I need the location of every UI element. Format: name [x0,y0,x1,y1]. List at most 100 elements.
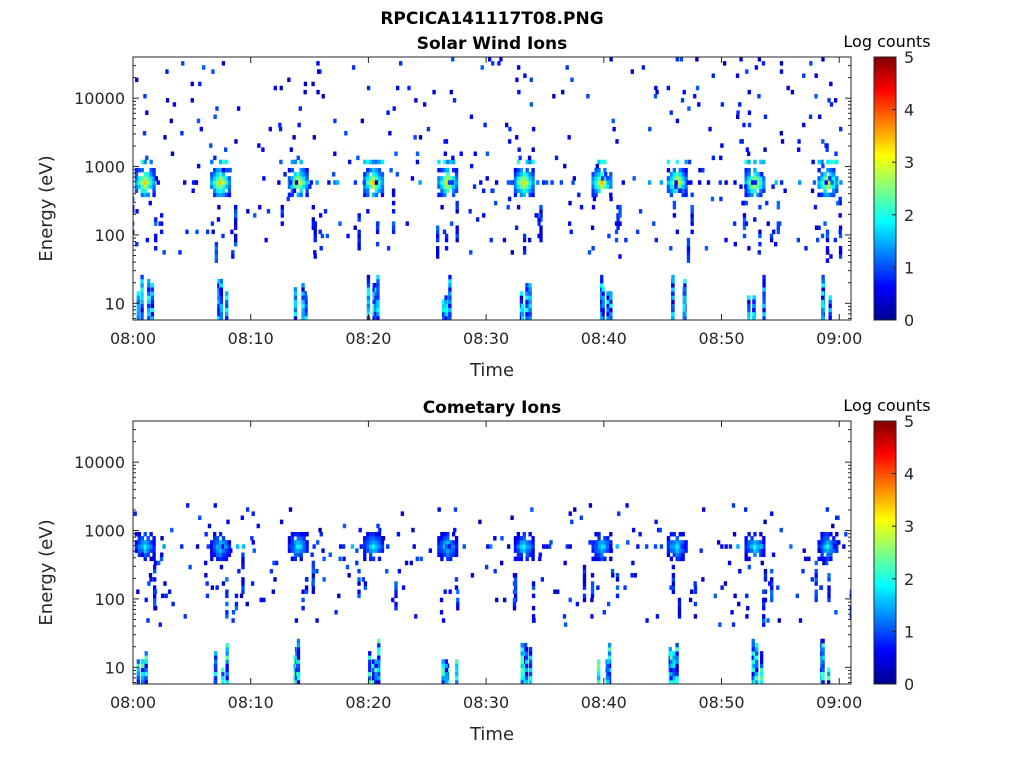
heatmap-cell [170,151,175,157]
heatmap-cell [718,622,722,627]
heatmap-cell [528,540,532,545]
heatmap-cell [217,303,221,309]
heatmap-cell [689,180,693,185]
heatmap-cell [821,667,825,673]
heatmap-cell [531,184,535,189]
heatmap-cell [681,184,685,189]
heatmap-cell [524,663,529,668]
heatmap-cell [567,221,572,226]
heatmap-cell [137,540,142,545]
heatmap-cell [473,151,477,157]
heatmap-cell [146,544,150,549]
heatmap-cell [512,589,517,594]
heatmap-cell [219,311,224,317]
heatmap-cell [849,593,851,599]
heatmap-cell [832,167,836,173]
heatmap-cell [302,172,306,177]
heatmap-cell [820,176,824,181]
heatmap-cell [677,614,682,619]
heatmap-cell [455,671,459,677]
heatmap-cell [440,556,444,562]
heatmap-cell [437,192,441,198]
heatmap-cell [762,589,766,594]
heatmap-cell [609,192,613,198]
heatmap-cell [756,192,760,198]
heatmap-cell [140,311,144,317]
heatmap-cell [296,184,300,189]
heatmap-cell [594,172,598,177]
heatmap-cell [499,57,503,62]
heatmap-cell [525,176,529,181]
heatmap-cell [136,307,140,313]
heatmap-cell [500,560,504,566]
heatmap-cell [299,544,303,549]
heatmap-cell [516,531,521,537]
heatmap-cell [371,675,376,681]
heatmap-cell [770,585,774,590]
heatmap-cell [366,274,371,280]
heatmap-cell [170,527,174,533]
heatmap-cell [539,209,543,214]
heatmap-cell [220,544,225,549]
heatmap-cell [144,597,148,603]
heatmap-cell [539,233,543,239]
heatmap-cell [210,548,214,553]
heatmap-cell [523,73,527,78]
heatmap-cell [755,679,759,684]
heatmap-cell [376,295,380,300]
heatmap-cell [225,315,229,320]
heatmap-cell [522,536,526,541]
heatmap-cell [448,303,452,309]
heatmap-cell [385,568,389,574]
x-tick-label: 08:30 [463,329,509,348]
heatmap-cell [693,614,698,619]
heatmap-cell [391,221,396,226]
heatmap-cell [301,589,305,594]
heatmap-cell [157,560,161,566]
heatmap-cell [301,597,305,603]
heatmap-cell [459,151,463,157]
heatmap-cell [213,503,217,508]
heatmap-cell [462,544,466,549]
heatmap-cell [191,180,196,185]
heatmap-cell [510,515,514,521]
heatmap-cell [443,151,448,157]
heatmap-cell [147,307,151,313]
heatmap-cell [480,65,484,70]
heatmap-cell [756,548,760,553]
heatmap-cell [369,540,373,545]
heatmap-cell [495,597,499,603]
heatmap-cell [221,184,226,189]
heatmap-cell [824,560,829,566]
heatmap-cell [483,122,487,128]
heatmap-cell [301,287,305,292]
heatmap-cell [368,679,372,684]
heatmap-cell [690,589,694,594]
heatmap-cell [391,209,396,214]
heatmap-cell [759,180,763,185]
heatmap-cell [522,237,527,243]
heatmap-cell [377,159,382,165]
heatmap-cell [687,106,691,111]
heatmap-cell [437,176,441,181]
heatmap-cell [470,573,475,578]
heatmap-cell [753,167,757,173]
heatmap-cell [759,659,764,664]
heatmap-cell [217,204,221,210]
heatmap-cell [225,307,229,313]
heatmap-cell [437,180,441,185]
heatmap-cell [311,585,315,590]
heatmap-cell [303,89,307,95]
heatmap-cell [147,299,151,304]
heatmap-cell [525,287,529,292]
heatmap-cell [290,540,295,545]
heatmap-cell [525,311,529,317]
heatmap-cell [289,147,293,152]
heatmap-cell [747,544,751,549]
heatmap-cell [163,135,167,140]
heatmap-cell [147,315,151,320]
heatmap-cell [596,663,601,668]
heatmap-cell [682,295,686,300]
heatmap-cell [371,192,376,198]
heatmap-cell [776,585,780,590]
